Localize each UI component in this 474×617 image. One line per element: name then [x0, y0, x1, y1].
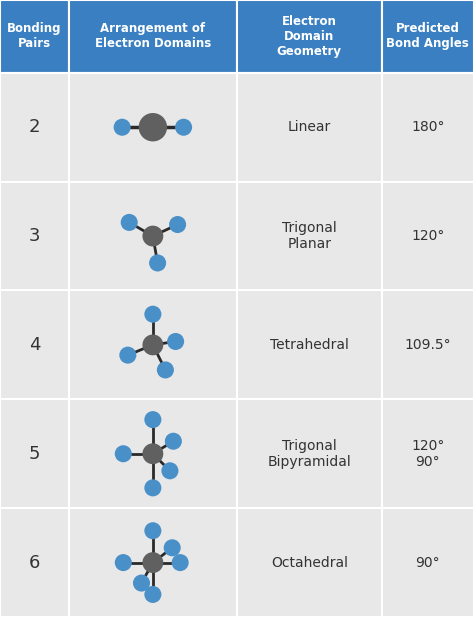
Text: Electron
Domain
Geometry: Electron Domain Geometry: [277, 15, 342, 58]
Text: Linear: Linear: [288, 120, 331, 135]
Ellipse shape: [115, 445, 132, 462]
Ellipse shape: [119, 347, 137, 363]
Ellipse shape: [157, 362, 174, 378]
Bar: [69, 181, 237, 291]
Ellipse shape: [144, 522, 162, 539]
Ellipse shape: [144, 411, 162, 428]
Ellipse shape: [149, 254, 166, 271]
Ellipse shape: [121, 214, 138, 231]
Text: Octahedral: Octahedral: [271, 555, 348, 569]
Ellipse shape: [142, 443, 163, 464]
Ellipse shape: [142, 552, 163, 573]
Text: 109.5°: 109.5°: [404, 338, 451, 352]
Ellipse shape: [165, 433, 182, 450]
Ellipse shape: [164, 539, 181, 557]
Bar: [237, 73, 382, 181]
Bar: [382, 181, 474, 291]
Bar: [237, 399, 382, 508]
Ellipse shape: [144, 305, 162, 323]
Ellipse shape: [138, 113, 167, 141]
Ellipse shape: [142, 226, 163, 247]
Ellipse shape: [115, 554, 132, 571]
Bar: [69, 508, 237, 617]
Bar: [0, 0, 69, 73]
Ellipse shape: [169, 216, 186, 233]
Text: 180°: 180°: [411, 120, 445, 135]
Ellipse shape: [144, 479, 162, 497]
Bar: [0, 73, 69, 181]
Text: 2: 2: [28, 118, 40, 136]
Text: 5: 5: [28, 445, 40, 463]
Ellipse shape: [114, 118, 131, 136]
Text: Trigonal
Bipyramidal: Trigonal Bipyramidal: [267, 439, 351, 469]
Text: 3: 3: [28, 227, 40, 245]
Ellipse shape: [172, 554, 189, 571]
Ellipse shape: [133, 574, 150, 592]
Text: Predicted
Bond Angles: Predicted Bond Angles: [386, 22, 469, 51]
Ellipse shape: [161, 462, 179, 479]
Ellipse shape: [175, 118, 192, 136]
Bar: [382, 0, 474, 73]
Bar: [69, 73, 237, 181]
Bar: [382, 399, 474, 508]
Ellipse shape: [144, 586, 162, 603]
Text: Trigonal
Planar: Trigonal Planar: [282, 221, 337, 251]
Bar: [237, 0, 382, 73]
Bar: [237, 508, 382, 617]
Text: Bonding
Pairs: Bonding Pairs: [7, 22, 62, 51]
Bar: [0, 181, 69, 291]
Text: 120°: 120°: [411, 229, 445, 243]
Bar: [69, 0, 237, 73]
Bar: [382, 508, 474, 617]
Text: 6: 6: [29, 553, 40, 571]
Bar: [69, 399, 237, 508]
Bar: [0, 291, 69, 399]
Text: 4: 4: [28, 336, 40, 354]
Text: 90°: 90°: [416, 555, 440, 569]
Text: Arrangement of
Electron Domains: Arrangement of Electron Domains: [95, 22, 211, 51]
Bar: [237, 291, 382, 399]
Ellipse shape: [142, 334, 163, 355]
Bar: [382, 73, 474, 181]
Bar: [0, 508, 69, 617]
Text: 120°
90°: 120° 90°: [411, 439, 445, 469]
Text: Tetrahedral: Tetrahedral: [270, 338, 349, 352]
Ellipse shape: [167, 333, 184, 350]
Bar: [237, 181, 382, 291]
Bar: [69, 291, 237, 399]
Bar: [382, 291, 474, 399]
Bar: [0, 399, 69, 508]
